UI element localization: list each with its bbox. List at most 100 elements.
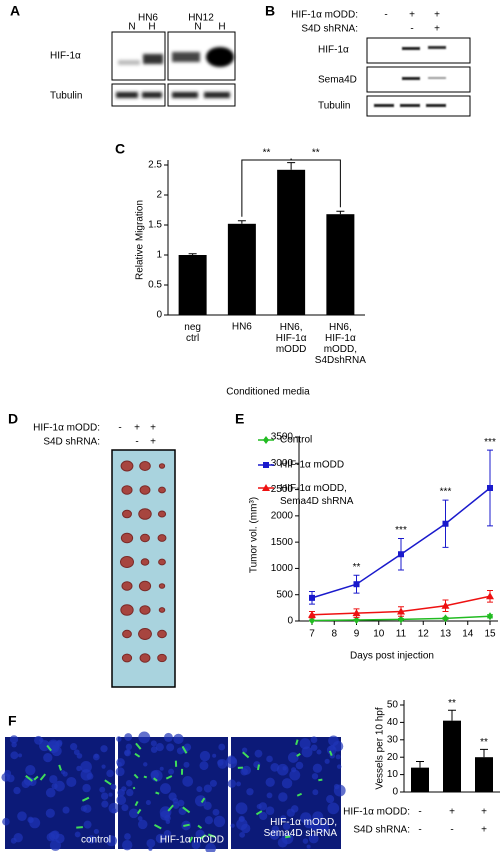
condition-sign: -	[450, 825, 453, 836]
y-tick-label: 50	[387, 700, 399, 711]
nucleus	[100, 745, 108, 753]
vessel	[58, 764, 62, 771]
nucleus	[241, 747, 248, 753]
lane-label: H	[148, 22, 155, 33]
condition-label: HIF-1α mODD:	[33, 423, 100, 434]
significance-bracket	[290, 158, 341, 208]
nucleus	[239, 831, 246, 838]
tumor	[139, 605, 151, 615]
nucleus	[17, 811, 27, 821]
nucleus	[241, 765, 251, 775]
bar	[475, 757, 493, 792]
nucleus	[2, 817, 10, 826]
x-axis-label: Days post injection	[350, 651, 434, 662]
nucleus	[9, 735, 19, 744]
nucleus	[212, 753, 217, 758]
nucleus	[310, 744, 318, 752]
lane-label: N	[128, 22, 135, 33]
vessel	[242, 751, 250, 759]
nucleus	[259, 811, 268, 821]
nucleus	[76, 765, 82, 772]
error-bar	[416, 761, 424, 768]
tumor	[158, 583, 166, 589]
tumor	[158, 607, 166, 613]
row-label: Sema4D	[318, 75, 357, 86]
tumor	[122, 509, 132, 519]
nucleus	[212, 808, 220, 816]
nucleus	[125, 779, 133, 787]
nucleus	[43, 752, 53, 763]
nucleus	[122, 839, 133, 851]
y-tick-label: 500	[276, 589, 293, 600]
nucleus	[148, 846, 153, 851]
nucleus	[203, 801, 212, 810]
vessel	[181, 745, 188, 754]
condition-sign: +	[134, 423, 140, 434]
significance: **	[448, 698, 456, 709]
nucleus	[191, 840, 201, 850]
blot-frame	[111, 83, 166, 107]
nucleus	[316, 749, 322, 755]
vessel	[39, 773, 47, 781]
y-tick-label: 1500	[271, 537, 294, 548]
nucleus	[271, 825, 280, 833]
nucleus	[328, 735, 339, 747]
vessel	[182, 806, 191, 814]
condition-label: HIF-1α mODD:	[291, 10, 358, 21]
nucleus	[111, 808, 117, 814]
condition-sign: -	[384, 10, 387, 21]
nucleus	[177, 799, 185, 807]
vessel	[25, 775, 33, 782]
nucleus	[236, 781, 242, 787]
bar	[443, 720, 461, 792]
nucleus	[124, 833, 131, 840]
tumor	[121, 485, 133, 495]
nucleus	[92, 753, 100, 761]
nucleus	[236, 818, 248, 830]
tumor	[139, 485, 151, 495]
micrograph-label: HIF-1α mODD, Sema4D shRNA	[264, 817, 338, 839]
tumor	[140, 558, 150, 566]
bands	[116, 47, 234, 98]
marker	[487, 612, 493, 621]
nucleus	[110, 783, 117, 790]
bar	[227, 223, 256, 315]
nucleus	[194, 795, 207, 807]
tumor	[119, 555, 135, 569]
y-axis-label: Vessels per 10 hpf	[375, 707, 386, 789]
nucleus	[204, 816, 213, 825]
vessel	[153, 777, 158, 782]
nucleus	[108, 792, 113, 797]
tumor	[138, 508, 152, 520]
nucleus	[217, 758, 228, 769]
nucleus	[335, 754, 341, 760]
nucleus	[87, 835, 96, 844]
nucleus	[143, 762, 148, 767]
vessel	[134, 752, 141, 758]
vessel	[199, 834, 207, 840]
nucleus	[282, 766, 287, 771]
nucleus	[62, 806, 70, 814]
error-bar	[188, 253, 197, 255]
nucleus	[287, 752, 299, 763]
lane-label: H	[218, 22, 225, 33]
vessel	[255, 810, 263, 816]
panel-label: A	[10, 3, 20, 19]
marker	[442, 520, 449, 527]
nucleus	[106, 769, 114, 778]
marker	[353, 581, 360, 588]
significance: ***	[395, 525, 407, 536]
blot-frame	[366, 37, 471, 64]
x-tick-label: 10	[373, 629, 385, 640]
y-tick-label: 2000	[271, 510, 294, 521]
nucleus	[281, 778, 293, 789]
nucleus	[199, 750, 211, 762]
vessel	[296, 792, 303, 797]
condition-sign: -	[118, 423, 121, 434]
nucleus	[166, 743, 175, 752]
tumor	[157, 510, 167, 518]
nucleus	[80, 769, 92, 781]
condition-sign: -	[135, 437, 138, 448]
tumor	[140, 533, 150, 543]
nucleus	[80, 761, 92, 773]
